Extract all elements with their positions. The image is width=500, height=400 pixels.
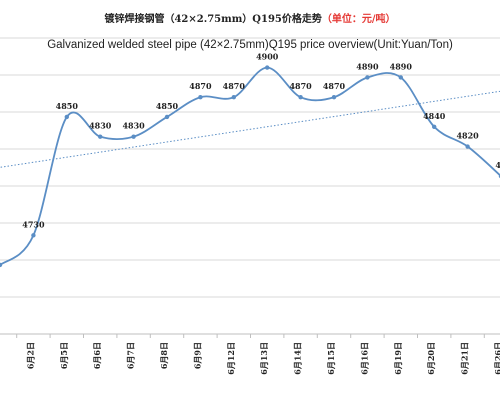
data-point <box>164 114 170 120</box>
x-tick-label: 6月5日 <box>59 342 69 369</box>
data-label: 4870 <box>189 81 212 91</box>
data-point <box>31 233 36 238</box>
data-label: 4890 <box>356 61 379 71</box>
data-label: 4890 <box>390 61 413 71</box>
data-label: 4820 <box>456 131 479 141</box>
data-point <box>131 134 136 139</box>
x-tick-label: 6月19日 <box>393 342 403 375</box>
data-point <box>365 75 370 80</box>
series-line <box>0 66 500 266</box>
data-point <box>432 124 437 129</box>
x-tick-label: 6月7日 <box>126 342 136 369</box>
data-point <box>198 95 203 100</box>
data-label: 4840 <box>423 111 446 121</box>
x-tick-label: 6月20日 <box>426 342 436 375</box>
data-label: 4870 <box>323 81 346 91</box>
x-tick-label: 6月2日 <box>25 342 35 369</box>
gridlines <box>0 37 500 335</box>
data-point <box>64 114 70 120</box>
x-tick-label: 6月12日 <box>226 342 236 375</box>
data-point <box>398 75 403 80</box>
x-tick-label: 6月9日 <box>192 342 202 369</box>
x-tick-label: 6月26日 <box>493 342 500 375</box>
data-point <box>465 144 470 149</box>
data-point <box>265 65 270 70</box>
chart-subtitle: Galvanized welded steel pipe (42×2.75mm)… <box>47 39 453 51</box>
series-layer <box>0 65 500 268</box>
x-tick-label: 6月15日 <box>326 342 336 375</box>
data-label: 4830 <box>89 121 112 131</box>
x-tick-label: 6月13日 <box>259 342 269 375</box>
data-label: 4900 <box>256 52 279 62</box>
chart-title-unit: （单位：元/吨） <box>322 12 396 25</box>
data-point <box>298 95 303 100</box>
data-label: 4830 <box>122 121 145 131</box>
x-tick-label: 6月8日 <box>159 342 169 369</box>
x-tick-label: 6月16日 <box>359 342 369 375</box>
data-label: 4870 <box>289 81 312 91</box>
x-axis-ticks: 6月2日 6月5日 6月6日 6月7日 6月8日 6月9日 6月12日 6月13日 6月14日 6… <box>16 334 500 375</box>
data-label: 4870 <box>223 81 246 91</box>
data-point <box>0 262 3 268</box>
data-label: 4850 <box>156 101 179 111</box>
data-label: 4850 <box>56 101 79 111</box>
data-point <box>231 95 236 100</box>
x-tick-label: 6月21日 <box>460 342 470 375</box>
data-label: 47 <box>495 160 500 170</box>
data-label: 4730 <box>22 219 45 229</box>
data-point <box>98 134 103 139</box>
x-tick-label: 6月14日 <box>293 342 303 375</box>
data-label-layer: 4730 4850 4830 4830 4850 4870 4870 4900 4870 4870… <box>22 52 500 230</box>
chart-title-main: 镀锌焊接钢管（42×2.75mm）Q195价格走势 <box>104 12 321 25</box>
trendline-layer <box>0 90 500 168</box>
data-point <box>331 95 337 100</box>
chart-title: 镀锌焊接钢管（42×2.75mm）Q195价格走势（单位：元/吨） <box>104 12 395 25</box>
trendline <box>0 90 500 168</box>
x-tick-label: 6月6日 <box>92 342 102 369</box>
